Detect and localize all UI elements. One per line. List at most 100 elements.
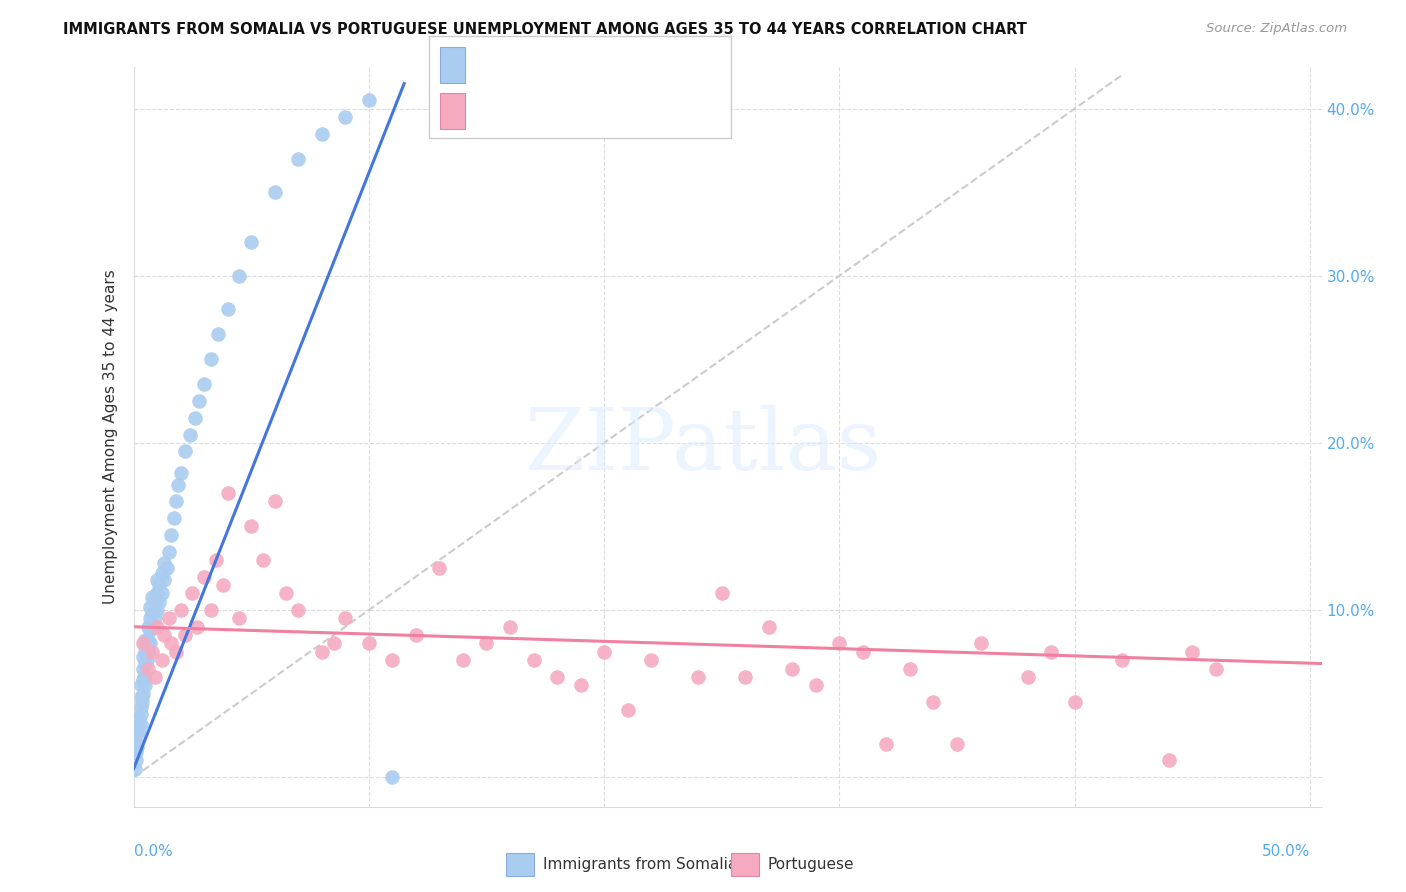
- Point: [688, 670, 710, 684]
- Point: [124, 762, 146, 776]
- Point: [381, 653, 404, 667]
- Point: [167, 477, 190, 491]
- Point: [174, 628, 197, 642]
- Text: R = -0.121: R = -0.121: [477, 103, 558, 119]
- Point: [148, 578, 170, 592]
- Point: [357, 93, 380, 107]
- Point: [136, 661, 159, 675]
- Point: [141, 590, 163, 604]
- Text: 0.0%: 0.0%: [134, 844, 173, 859]
- Text: R = 0.750: R = 0.750: [477, 57, 553, 72]
- Point: [155, 561, 177, 575]
- Point: [134, 645, 156, 659]
- Point: [127, 728, 149, 742]
- Point: [139, 623, 162, 637]
- Point: [782, 661, 804, 675]
- Point: [1063, 695, 1085, 709]
- Point: [758, 620, 780, 634]
- Point: [228, 611, 250, 625]
- Point: [205, 553, 228, 567]
- Point: [184, 410, 207, 425]
- Point: [125, 737, 148, 751]
- Point: [132, 687, 155, 701]
- Point: [875, 737, 897, 751]
- Point: [616, 703, 638, 717]
- Point: [1205, 661, 1227, 675]
- Point: [287, 603, 309, 617]
- Point: [200, 352, 222, 367]
- Point: [405, 628, 427, 642]
- Point: [357, 636, 380, 650]
- Point: [335, 611, 357, 625]
- Point: [852, 645, 875, 659]
- Point: [169, 603, 191, 617]
- Point: [174, 444, 197, 458]
- Text: ZIPatlas: ZIPatlas: [524, 404, 882, 488]
- Point: [162, 511, 184, 525]
- Point: [139, 611, 162, 625]
- Point: [217, 302, 239, 317]
- Point: [217, 486, 239, 500]
- Point: [160, 528, 183, 542]
- Point: [546, 670, 568, 684]
- Point: [146, 603, 169, 617]
- Point: [134, 633, 156, 648]
- Point: [139, 636, 162, 650]
- Point: [136, 633, 159, 648]
- Text: Source: ZipAtlas.com: Source: ZipAtlas.com: [1206, 22, 1347, 36]
- Point: [1157, 754, 1180, 768]
- Point: [146, 620, 169, 634]
- Point: [1181, 645, 1204, 659]
- Point: [1040, 645, 1063, 659]
- Point: [169, 466, 191, 480]
- Text: Portuguese: Portuguese: [768, 857, 855, 871]
- Point: [131, 695, 153, 709]
- Point: [322, 636, 344, 650]
- Point: [240, 519, 263, 533]
- Point: [188, 394, 211, 409]
- Point: [522, 653, 544, 667]
- Point: [134, 678, 156, 692]
- Point: [165, 494, 187, 508]
- Point: [381, 770, 404, 784]
- Point: [127, 720, 149, 734]
- Point: [179, 427, 201, 442]
- Point: [451, 653, 474, 667]
- Point: [132, 636, 155, 650]
- Point: [146, 573, 169, 587]
- Point: [228, 268, 250, 283]
- Point: [475, 636, 498, 650]
- Point: [129, 678, 152, 692]
- Point: [143, 670, 166, 684]
- Point: [127, 740, 149, 755]
- Point: [186, 620, 208, 634]
- Point: [146, 586, 169, 600]
- Point: [287, 152, 309, 166]
- Text: IMMIGRANTS FROM SOMALIA VS PORTUGUESE UNEMPLOYMENT AMONG AGES 35 TO 44 YEARS COR: IMMIGRANTS FROM SOMALIA VS PORTUGUESE UN…: [63, 22, 1028, 37]
- Point: [134, 657, 156, 671]
- Point: [132, 661, 155, 675]
- Point: [263, 494, 285, 508]
- Point: [157, 611, 180, 625]
- Point: [193, 377, 215, 392]
- Point: [499, 620, 522, 634]
- Text: N = 61: N = 61: [591, 103, 644, 119]
- Point: [593, 645, 616, 659]
- Point: [922, 695, 945, 709]
- Text: 50.0%: 50.0%: [1261, 844, 1310, 859]
- Point: [193, 569, 215, 583]
- Point: [136, 645, 159, 659]
- Point: [150, 653, 173, 667]
- Point: [165, 645, 187, 659]
- Point: [157, 544, 180, 558]
- Point: [141, 620, 163, 634]
- Point: [828, 636, 851, 650]
- Point: [150, 586, 173, 600]
- Point: [640, 653, 662, 667]
- Point: [181, 586, 204, 600]
- Point: [200, 603, 222, 617]
- Point: [136, 620, 159, 634]
- Point: [207, 327, 229, 342]
- Point: [946, 737, 969, 751]
- Point: [311, 645, 333, 659]
